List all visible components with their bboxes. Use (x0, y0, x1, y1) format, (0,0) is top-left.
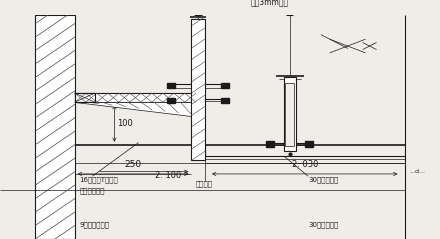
Text: 100: 100 (117, 119, 132, 128)
Text: 满水涂料二遍: 满水涂料二遍 (79, 187, 105, 194)
Polygon shape (191, 19, 205, 160)
Text: 2. 100: 2. 100 (155, 171, 181, 179)
Polygon shape (266, 141, 274, 147)
Polygon shape (75, 102, 191, 116)
Text: 30系列主龙骨: 30系列主龙骨 (308, 176, 338, 183)
Polygon shape (167, 98, 175, 103)
Text: 30系列副龙骨: 30系列副龙骨 (308, 221, 338, 228)
Polygon shape (35, 15, 75, 239)
Text: 2. 030: 2. 030 (292, 160, 318, 169)
Bar (284, 77, 296, 152)
Polygon shape (221, 98, 229, 103)
Text: 自己3mm弹簧: 自己3mm弹簧 (251, 0, 289, 7)
Polygon shape (305, 141, 313, 147)
Text: ...d...: ...d... (409, 169, 425, 174)
Polygon shape (167, 83, 175, 88)
Text: 250: 250 (125, 160, 142, 169)
Text: 16厚渗入T形居示: 16厚渗入T形居示 (79, 176, 118, 183)
Bar (75, 93, 95, 102)
Polygon shape (221, 83, 229, 88)
Text: 扩孔法）: 扩孔法） (196, 181, 213, 187)
Text: 9厚洁白不干板: 9厚洁白不干板 (79, 221, 109, 228)
Polygon shape (75, 93, 191, 102)
Bar (285, 83, 294, 146)
